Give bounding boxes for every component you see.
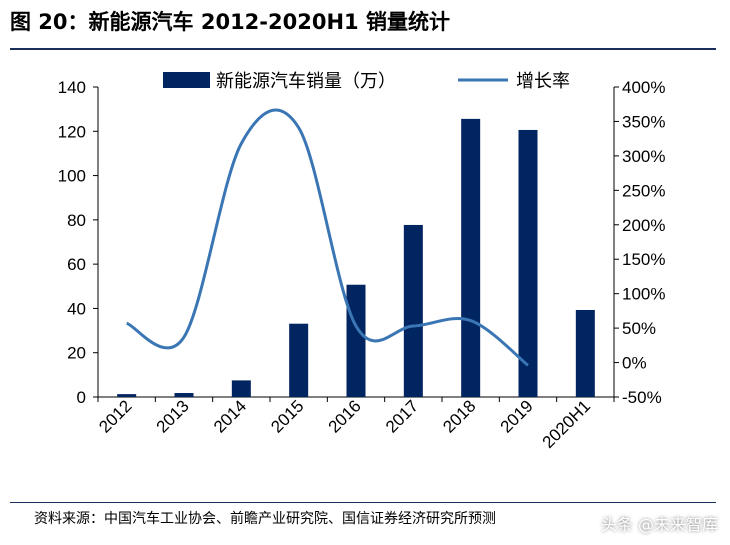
x-tick-label: 2018 (439, 396, 479, 436)
y-right-tick-label: 100% (622, 285, 665, 304)
legend-label-sales: 新能源汽车销量（万） (216, 71, 396, 91)
bar-2020H1 (575, 309, 595, 397)
x-tick-label: 2020H1 (539, 396, 595, 452)
bar-2016 (346, 284, 366, 397)
legend-swatch-sales (163, 72, 210, 88)
y-left-tick-label: 80 (67, 211, 86, 230)
y-left-tick-label: 20 (67, 344, 86, 363)
x-tick-label: 2012 (95, 396, 135, 436)
y-right-tick-label: 50% (622, 319, 656, 338)
title-divider (10, 48, 716, 50)
y-left-tick-label: 40 (67, 299, 86, 318)
legend-label-growth: 增长率 (516, 71, 570, 91)
bar-2015 (289, 323, 309, 397)
x-tick-label: 2015 (267, 396, 307, 436)
y-right-tick-label: -50% (622, 388, 662, 407)
y-right-tick-label: 250% (622, 181, 665, 200)
source-note: 资料来源：中国汽车工业协会、前瞻产业研究院、国信证券经济研究所预测 (34, 511, 496, 527)
growth-rate-line (126, 108, 529, 367)
source-divider (10, 502, 716, 503)
y-right-tick-label: 300% (622, 147, 665, 166)
bar-2018 (461, 118, 481, 397)
y-right-tick-label: 400% (622, 78, 665, 97)
y-right-tick-label: 350% (622, 112, 665, 131)
y-right-tick-label: 150% (622, 250, 665, 269)
x-tick-label: 2019 (497, 396, 537, 436)
x-tick-label: 2014 (210, 396, 250, 436)
y-left-tick-label: 60 (67, 255, 86, 274)
y-right-tick-label: 200% (622, 216, 665, 235)
y-left-tick-label: 0 (77, 388, 86, 407)
y-left-tick-label: 140 (58, 78, 86, 97)
bar-2019 (518, 129, 538, 397)
bar-2013 (174, 393, 194, 397)
bar-2014 (231, 380, 251, 397)
bar-2012 (117, 394, 137, 397)
x-tick-label: 2016 (325, 396, 365, 436)
x-tick-label: 2013 (153, 396, 193, 436)
x-tick-label: 2017 (382, 396, 422, 436)
bar-2017 (403, 224, 423, 397)
y-left-tick-label: 100 (58, 167, 86, 186)
y-right-tick-label: 0% (622, 354, 647, 373)
y-left-tick-label: 120 (58, 122, 86, 141)
watermark: 头条 @未来智库 (600, 515, 718, 534)
chart-title: 图 20：新能源汽车 2012-2020H1 销量统计 (10, 10, 450, 34)
